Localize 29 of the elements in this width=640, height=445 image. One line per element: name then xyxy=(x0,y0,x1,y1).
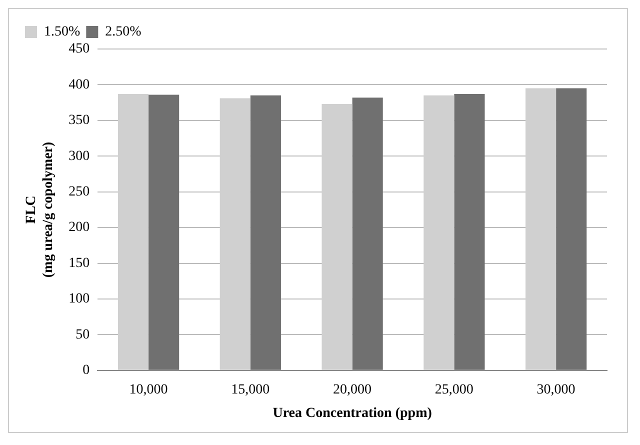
bar xyxy=(250,95,281,370)
y-tick-label: 50 xyxy=(76,327,90,342)
y-tick-label: 150 xyxy=(68,256,90,271)
x-tick-label: 10,000 xyxy=(129,382,168,398)
y-axis-title: FLC (mg urea/g copolymer) xyxy=(24,141,56,278)
x-tick-label: 25,000 xyxy=(434,382,474,398)
y-tick-label: 100 xyxy=(68,292,90,307)
bar xyxy=(118,94,149,370)
x-axis-title: Urea Concentration (ppm) xyxy=(272,406,432,422)
y-tick-label: 300 xyxy=(68,148,90,164)
y-tick-label: 450 xyxy=(68,42,90,57)
x-tick-label: 15,000 xyxy=(231,382,270,398)
y-tick-label: 200 xyxy=(68,220,90,236)
y-tick-label: 0 xyxy=(82,363,90,378)
y-tick-label: 250 xyxy=(68,184,90,200)
bar xyxy=(525,88,556,370)
bar xyxy=(220,98,250,370)
bar xyxy=(454,94,485,370)
legend-label: 1.50% xyxy=(44,24,80,40)
legend-label: 2.50% xyxy=(105,24,142,40)
y-tick-label: 400 xyxy=(68,77,90,92)
bar xyxy=(424,95,454,370)
bar xyxy=(148,94,180,370)
x-tick-label: 20,000 xyxy=(333,382,372,398)
y-tick-label: 350 xyxy=(68,113,90,128)
bar xyxy=(352,98,383,370)
bar xyxy=(322,104,352,370)
bar xyxy=(556,88,587,370)
x-tick-label: 30,000 xyxy=(536,382,576,398)
